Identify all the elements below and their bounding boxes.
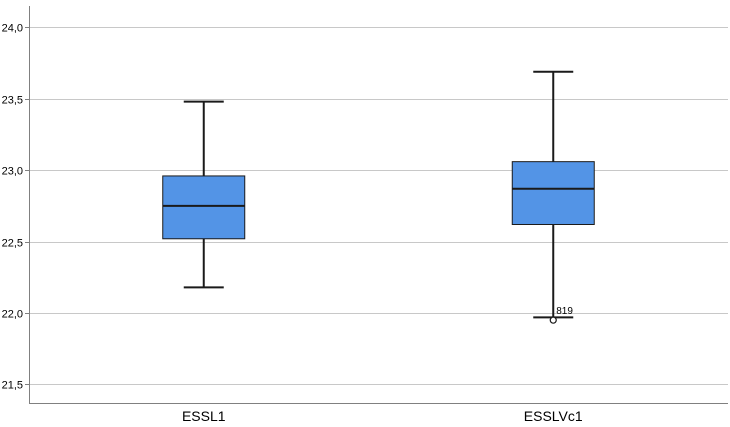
y-tick-label: 22,0 — [2, 309, 23, 321]
box-esslvc1: 819 — [511, 70, 595, 324]
y-tick-label: 22,5 — [2, 238, 23, 250]
outlier-point — [549, 316, 557, 324]
box-essl1 — [162, 100, 246, 289]
iqr-box — [511, 161, 595, 225]
x-category-labels: ESSL1 ESSLVc1 — [182, 408, 583, 424]
y-tick-label: 23,0 — [2, 166, 23, 178]
y-tick-label: 23,5 — [2, 95, 23, 107]
boxes: 819 — [162, 70, 595, 324]
outlier-label: 819 — [556, 306, 573, 317]
category-label: ESSL1 — [182, 408, 226, 424]
y-tick-labels: 21,5 22,0 22,5 23,0 23,5 24,0 — [2, 23, 23, 392]
iqr-box — [162, 175, 246, 240]
axes — [25, 6, 728, 404]
y-tick-label: 21,5 — [2, 380, 23, 392]
grid-lines — [29, 27, 728, 385]
y-tick-label: 24,0 — [2, 23, 23, 35]
category-label: ESSLVc1 — [524, 408, 583, 424]
